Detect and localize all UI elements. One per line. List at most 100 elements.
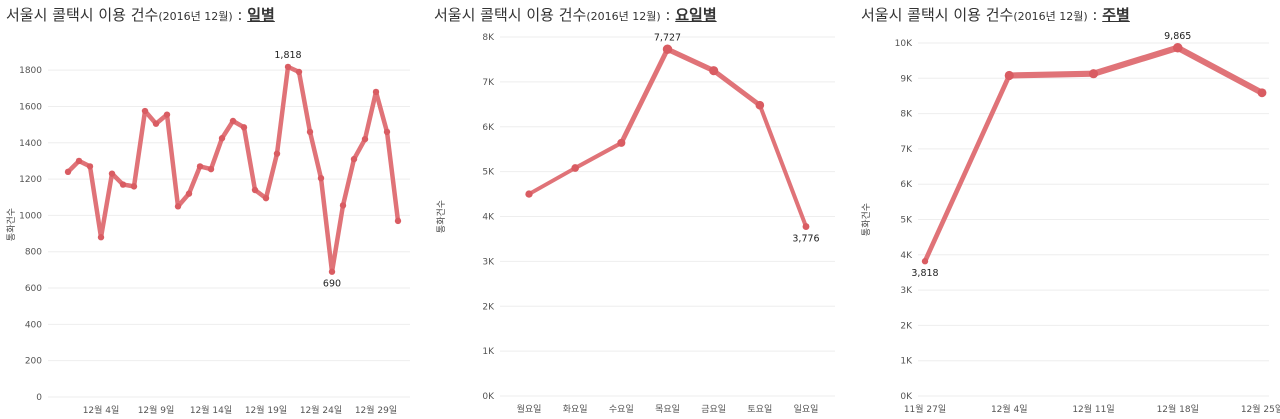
data-point — [571, 164, 580, 172]
data-point — [185, 190, 193, 197]
x-tick-label: 12월 25일 — [1241, 403, 1280, 415]
data-point — [284, 63, 292, 71]
chart-title-separator: : — [232, 6, 248, 24]
x-tick-label: 금요일 — [701, 404, 726, 415]
x-tick-label: 토요일 — [747, 404, 772, 415]
line-segment — [329, 203, 346, 274]
y-tick-label: 1600 — [19, 102, 42, 112]
line-segment — [527, 166, 578, 197]
y-tick-label: 1K — [900, 357, 913, 367]
x-tick-label: 12월 29일 — [355, 404, 397, 416]
data-label: 9,865 — [1164, 31, 1191, 42]
line-segment — [922, 73, 1012, 264]
line-segment — [664, 46, 717, 74]
data-point — [709, 66, 719, 76]
data-point — [921, 258, 929, 265]
y-axis-label: 통화건수 — [436, 200, 447, 233]
line-segment — [711, 68, 763, 108]
y-tick-label: 8K — [482, 33, 495, 43]
series-line — [527, 46, 809, 229]
line-segment — [351, 136, 368, 162]
chart-panel-weekly: 서울시 콜택시 이용 건수(2016년 12월) : 주별 0K 1K 2K 3K 4K… — [855, 0, 1280, 419]
y-tick-label: 6K — [482, 123, 495, 133]
data-point — [64, 168, 72, 176]
data-point — [295, 68, 303, 76]
data-point — [802, 223, 810, 230]
line-segment — [296, 69, 313, 135]
data-point — [229, 117, 237, 125]
y-tick-label: 8K — [900, 110, 913, 120]
data-point — [372, 88, 380, 96]
data-point — [108, 170, 116, 177]
data-point — [273, 150, 281, 157]
y-axis-label: 통화건수 — [6, 208, 17, 241]
chart-panel-daily: 서울시 콜택시 이용 건수(2016년 12월) : 일별 0 200 400 600… — [0, 0, 425, 419]
x-tick-label: 수요일 — [609, 404, 634, 415]
data-point — [525, 190, 533, 198]
line-segment — [274, 64, 291, 156]
data-point — [97, 234, 105, 241]
x-tick-label: 목요일 — [655, 404, 680, 415]
line-segment — [384, 129, 401, 224]
y-tick-label: 3K — [482, 257, 495, 267]
chart-title-granularity: 요일별 — [675, 6, 717, 24]
data-point — [196, 163, 204, 170]
chart-title-period: (2016년 12월) — [586, 10, 661, 23]
line-segment — [618, 46, 670, 146]
line-segment — [186, 164, 203, 196]
chart-title: 서울시 콜택시 이용 건수(2016년 12월) : 주별 — [861, 4, 1130, 25]
y-tick-label: 1400 — [19, 139, 42, 149]
data-label: 3,818 — [911, 268, 938, 279]
data-point — [339, 202, 347, 209]
line-segment — [241, 125, 258, 193]
data-point — [262, 194, 270, 202]
data-point — [306, 128, 314, 136]
data-point — [383, 128, 391, 136]
y-tick-label: 400 — [25, 320, 42, 330]
y-axis-label: 통화건수 — [861, 203, 872, 236]
data-point — [1172, 43, 1183, 53]
y-tick-label: 2K — [482, 302, 495, 312]
x-tick-label: 일요일 — [794, 404, 819, 415]
x-tick-label: 월요일 — [517, 403, 542, 415]
x-tick-label: 12월 4일 — [83, 404, 120, 416]
y-tick-label: 4K — [482, 213, 495, 223]
chart-title-granularity: 주별 — [1102, 6, 1130, 24]
y-tick-label: 200 — [25, 357, 42, 367]
line-segment — [1006, 70, 1097, 79]
data-point — [163, 111, 171, 118]
x-tick-label: 12월 11일 — [1072, 403, 1114, 415]
chart-title-separator: : — [660, 6, 676, 24]
data-point — [174, 203, 182, 210]
data-point — [394, 217, 402, 225]
data-point — [251, 186, 259, 194]
line-segment — [208, 136, 225, 172]
data-point — [361, 135, 369, 143]
data-point — [75, 157, 83, 165]
y-tick-label: 7K — [900, 145, 913, 155]
data-point — [130, 183, 138, 190]
line-segment — [131, 108, 148, 189]
x-tick-label: 12월 24일 — [300, 404, 342, 416]
y-tick-label: 2K — [900, 321, 913, 331]
chart-title: 서울시 콜택시 이용 건수(2016년 12월) : 일별 — [6, 4, 275, 25]
data-point — [152, 120, 160, 127]
line-segment — [307, 129, 324, 181]
y-tick-label: 5K — [482, 168, 495, 178]
data-point — [1004, 70, 1014, 81]
series-line — [922, 44, 1266, 264]
data-point — [86, 163, 94, 170]
data-point — [617, 138, 626, 147]
line-segment — [98, 171, 115, 240]
y-tick-label: 9K — [900, 74, 913, 84]
y-tick-label: 1000 — [19, 211, 42, 221]
x-tick-label: 12월 14일 — [190, 404, 232, 416]
grid-lines — [48, 69, 410, 398]
chart-title-separator: : — [1087, 6, 1103, 24]
y-tick-label: 1K — [482, 347, 495, 357]
data-point — [240, 124, 248, 131]
line-segment — [164, 112, 181, 209]
data-point — [350, 155, 358, 163]
chart-title-period: (2016년 12월) — [1013, 10, 1088, 23]
